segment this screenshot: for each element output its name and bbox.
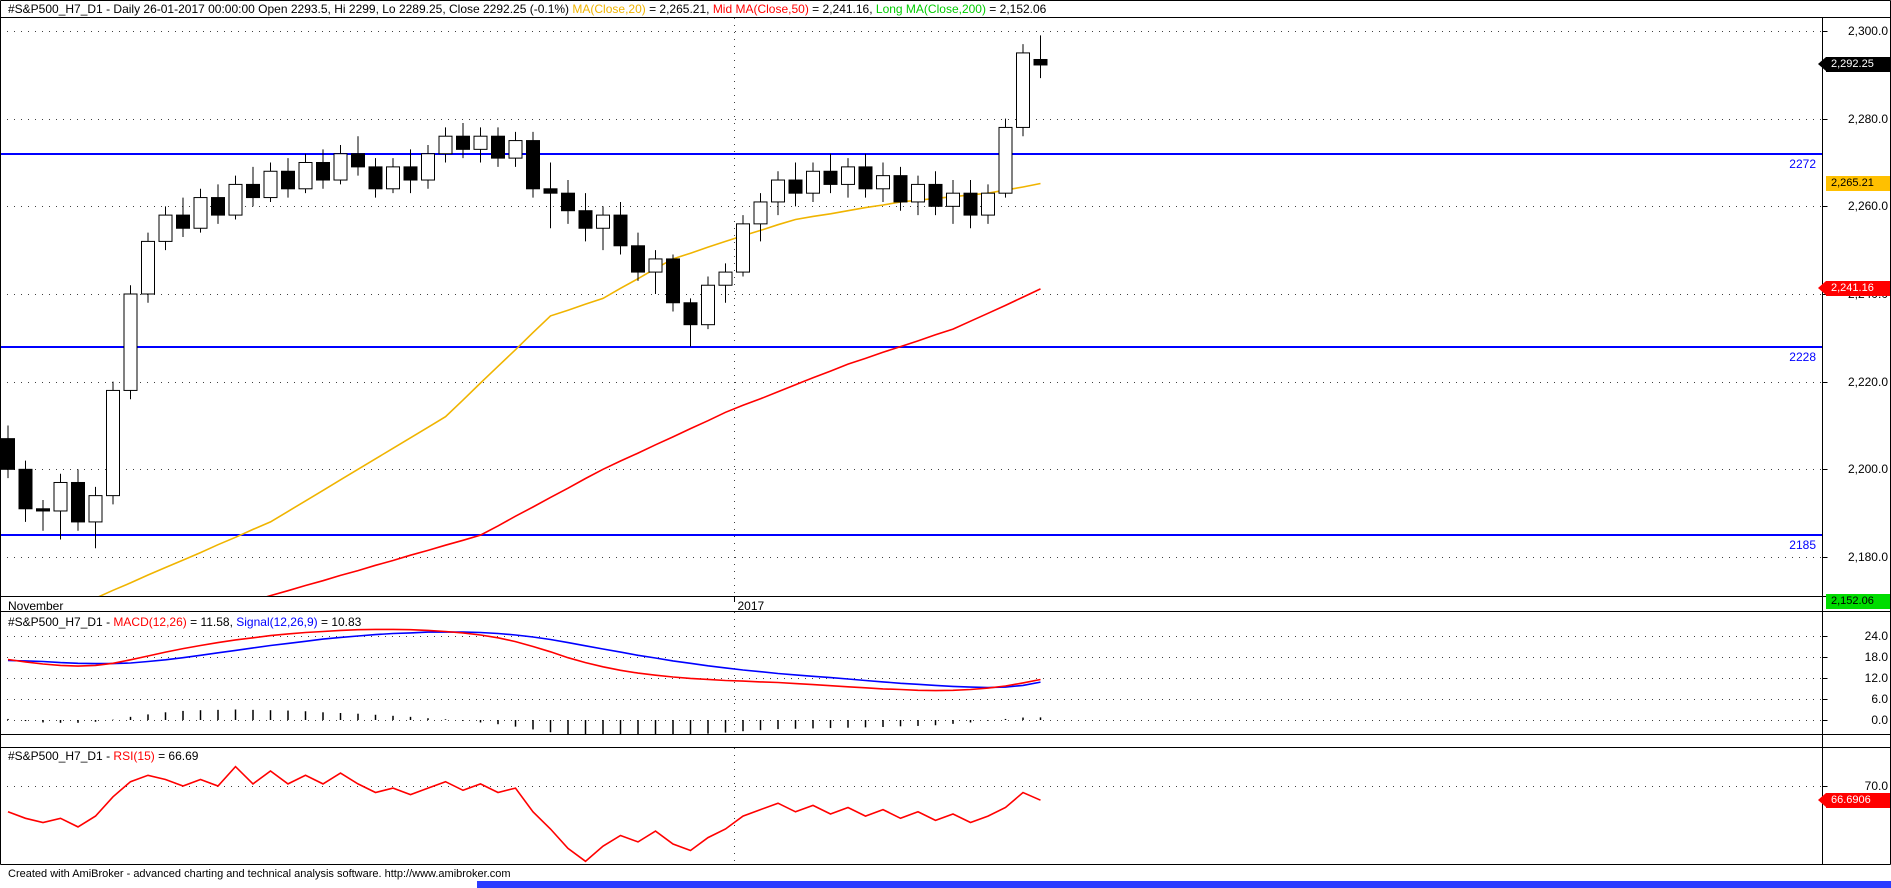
macd-panel <box>0 612 1822 735</box>
main-title-segment: Mid MA(Close,50) <box>712 2 809 16</box>
date-axis: November 2017 <box>0 599 1822 614</box>
macd-tick-label: 18.0 <box>1864 649 1888 664</box>
price-tick-label: 2,200.0 <box>1847 461 1888 476</box>
support-line-label: 2228 <box>1789 350 1816 364</box>
support-line-label: 2185 <box>1789 538 1816 552</box>
rsi-panel <box>0 748 1822 864</box>
macd-title-segment: = 11.58, <box>186 615 237 629</box>
price-value-box: 2,265.21 <box>1826 176 1890 191</box>
footer-credit: Created with AmiBroker - advanced charti… <box>8 868 511 880</box>
main-title-segment: MA(Close,20) <box>572 2 646 16</box>
macd-title-segment: Signal(12,26,9) <box>236 615 318 629</box>
year-label: 2017 <box>737 599 765 613</box>
main-title-segment: = 2,241.16, <box>808 2 876 16</box>
price-value-box-arrow <box>1818 57 1826 71</box>
price-tick-label: 2,260.0 <box>1847 198 1888 213</box>
macd-title-segment: #S&P500_H7_D1 - <box>8 615 114 629</box>
price-tick-label: 2,300.0 <box>1847 23 1888 38</box>
price-value-box: 2,292.25 <box>1818 57 1890 72</box>
month-label: November <box>8 599 64 613</box>
price-value-box: 2,152.06 <box>1826 594 1890 609</box>
price-value-box-arrow <box>1818 281 1826 295</box>
main-chart-panel <box>0 18 1822 597</box>
rsi-title-segment: RSI(15) <box>113 749 155 763</box>
rsi-title-segment: = 66.69 <box>154 749 199 763</box>
support-line-label: 2272 <box>1789 157 1816 171</box>
macd-tick-label: 0.0 <box>1871 712 1888 727</box>
rsi-value-box: 66.6906 <box>1818 793 1890 808</box>
main-title-segment: Long MA(Close,200) <box>875 2 986 16</box>
main-title-segment: #S&P500_H7_D1 - Daily 26-01-2017 00:00:0… <box>8 2 573 16</box>
rsi-tick-label: 70.0 <box>1864 778 1888 793</box>
macd-title-segment: = 10.83 <box>317 615 362 629</box>
rsi-title-segment: #S&P500_H7_D1 - <box>8 749 114 763</box>
price-tick-label: 2,280.0 <box>1847 111 1888 126</box>
macd-tick-label: 24.0 <box>1864 628 1888 643</box>
rsi-panel-title: #S&P500_H7_D1 - RSI(15) = 66.69 <box>8 749 198 763</box>
price-tick-label: 2,220.0 <box>1847 374 1888 389</box>
main-title-segment: = 2,152.06 <box>985 2 1047 16</box>
macd-panel-title: #S&P500_H7_D1 - MACD(12,26) = 11.58, Sig… <box>8 615 361 629</box>
price-tick-label: 2,180.0 <box>1847 549 1888 564</box>
macd-tick-label: 6.0 <box>1871 691 1888 706</box>
main-chart-title: #S&P500_H7_D1 - Daily 26-01-2017 00:00:0… <box>8 2 1046 16</box>
macd-title-segment: MACD(12,26) <box>113 615 187 629</box>
price-axis[interactable] <box>1822 17 1891 864</box>
macd-tick-label: 12.0 <box>1864 670 1888 685</box>
price-value-box: 2,241.16 <box>1818 281 1890 296</box>
main-title-segment: = 2,265.21, <box>645 2 713 16</box>
rsi-value-box-arrow <box>1818 793 1826 807</box>
horizontal-scrollbar-thumb[interactable] <box>477 881 1891 888</box>
